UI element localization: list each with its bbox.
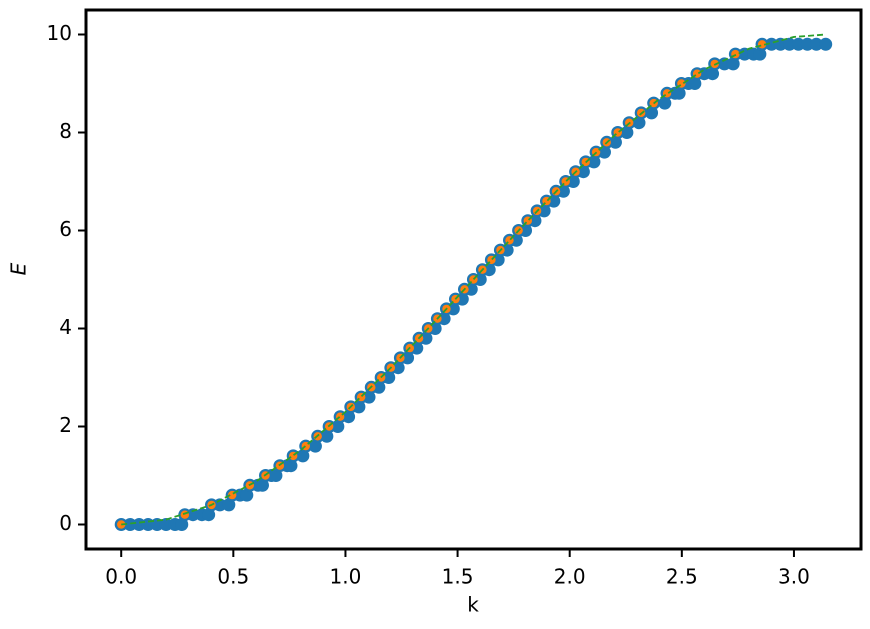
point (809, 37, 823, 51)
point (186, 508, 200, 522)
x-tick-label: 1.5 (442, 565, 474, 589)
point (587, 155, 601, 169)
point (620, 126, 634, 139)
x-tick-label: 0.5 (217, 565, 249, 589)
point (537, 204, 551, 218)
point (372, 380, 386, 394)
point (352, 400, 366, 414)
point (320, 429, 334, 443)
point (482, 263, 496, 277)
x-tick-label: 2.0 (554, 565, 586, 589)
point (556, 184, 570, 198)
point (382, 371, 396, 384)
x-tick-label: 2.5 (666, 565, 698, 589)
y-tick-label: 6 (59, 217, 72, 241)
y-tick-label: 0 (59, 511, 72, 535)
y-axis-label: E (7, 262, 31, 275)
x-tick-label: 3.0 (778, 565, 810, 589)
point (342, 410, 356, 424)
point (672, 86, 686, 100)
point (782, 37, 796, 51)
point (222, 498, 236, 512)
point (608, 135, 622, 149)
curve (121, 33, 826, 526)
y-tick-label: 2 (59, 413, 72, 437)
point (800, 37, 814, 51)
point (632, 116, 646, 130)
point (202, 508, 216, 522)
point (753, 47, 767, 61)
point (645, 106, 659, 120)
point (519, 224, 533, 237)
point (738, 47, 752, 61)
point (159, 518, 173, 531)
x-tick-label: 0.0 (105, 565, 137, 589)
point (213, 498, 227, 512)
point (175, 518, 189, 531)
x-axis-label: k (467, 593, 479, 617)
point (308, 439, 322, 453)
point (132, 518, 146, 531)
point (706, 67, 720, 81)
point (284, 459, 298, 473)
point (791, 37, 805, 51)
point (255, 478, 269, 492)
y-tick-label: 8 (59, 119, 72, 143)
point (819, 37, 833, 51)
point (123, 518, 137, 531)
y-tick-label: 4 (59, 315, 72, 339)
point (362, 390, 376, 404)
x-tick-label: 1.0 (330, 565, 362, 589)
y-tick-label: 10 (47, 21, 72, 45)
point (296, 449, 310, 463)
plot-frame (84, 8, 863, 551)
point (331, 420, 345, 433)
point (688, 77, 702, 90)
point (500, 243, 514, 257)
point (726, 57, 740, 71)
point (240, 488, 254, 502)
point (269, 469, 283, 482)
point (658, 96, 672, 110)
